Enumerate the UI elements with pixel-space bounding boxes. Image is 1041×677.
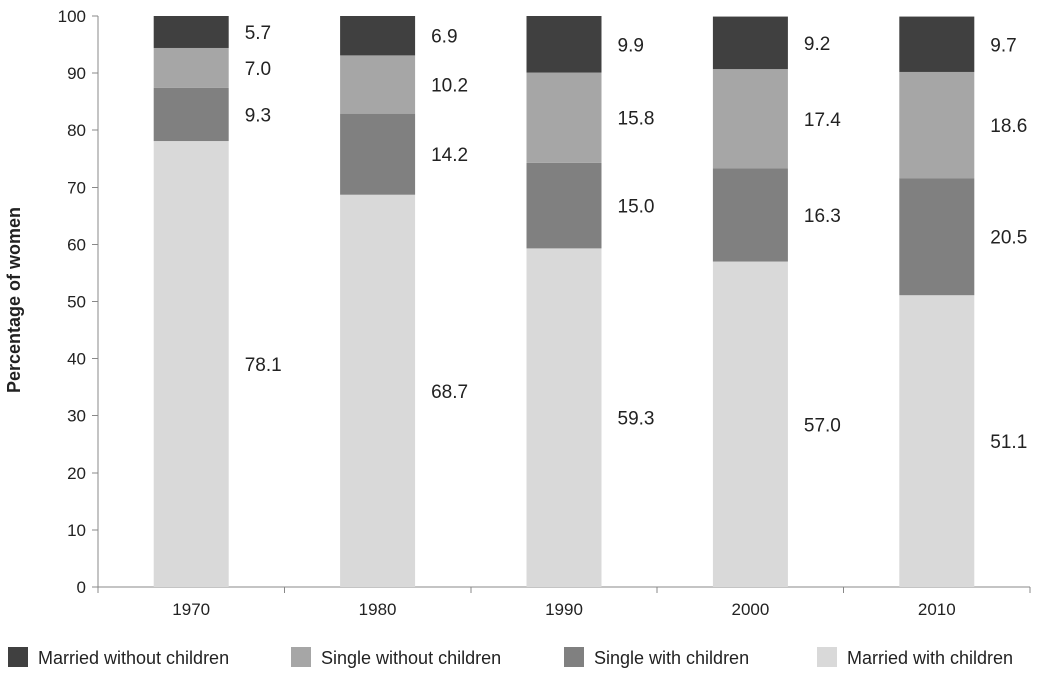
y-tick-label: 90 — [67, 64, 86, 83]
y-tick-label: 30 — [67, 407, 86, 426]
bar-segment-single-without-children — [899, 71, 975, 179]
data-label: 9.7 — [990, 35, 1016, 56]
y-tick-label: 10 — [67, 521, 86, 540]
bar-segment-married-with-children — [712, 261, 788, 587]
data-label: 10.2 — [431, 76, 468, 97]
y-axis-title: Percentage of women — [4, 207, 24, 393]
bar-segment-married-with-children — [153, 141, 229, 587]
legend-item: Single with children — [564, 647, 749, 668]
y-tick-label: 40 — [67, 350, 86, 369]
x-tick-label: 1980 — [359, 600, 397, 619]
bar-segment-married-with-children — [526, 248, 602, 587]
y-tick-label: 70 — [67, 178, 86, 197]
data-label: 51.1 — [990, 432, 1027, 453]
x-ticks: 1970 1980 1990 2000 2010 — [172, 600, 955, 619]
legend-item: Married without children — [8, 647, 229, 668]
y-axis-title-group: Percentage of women — [4, 207, 24, 393]
data-label: 6.9 — [431, 27, 457, 48]
data-label: 14.2 — [431, 145, 468, 166]
bar-segment-single-with-children — [340, 113, 416, 195]
bar-segment-married-without-children — [153, 16, 229, 48]
legend-label: Married with children — [847, 648, 1013, 668]
bar-segment-married-without-children — [899, 16, 975, 72]
legend-swatch — [817, 647, 837, 667]
bars — [153, 16, 975, 587]
legend-swatch — [291, 647, 311, 667]
data-label: 9.9 — [618, 35, 644, 56]
y-ticks: 0 10 20 30 40 50 60 70 80 90 100 — [58, 7, 1031, 597]
data-label: 17.4 — [804, 110, 841, 131]
data-label: 68.7 — [431, 382, 468, 403]
data-label: 7.0 — [245, 59, 271, 80]
x-tick-label: 2000 — [731, 600, 769, 619]
legend: Married without children Single without c… — [8, 647, 1013, 668]
x-tick-label: 1970 — [172, 600, 210, 619]
data-label: 78.1 — [245, 355, 282, 376]
legend-label: Single without children — [321, 648, 501, 668]
bar-segment-single-with-children — [526, 162, 602, 249]
y-tick-label: 100 — [58, 7, 86, 26]
data-label: 15.8 — [618, 109, 655, 130]
bar-segment-married-with-children — [340, 194, 416, 587]
data-labels: 78.1 9.3 7.0 5.7 68.7 14.2 10.2 6.9 59.3 15.0 15.8… — [245, 23, 1028, 453]
data-label: 15.0 — [618, 197, 655, 218]
data-label: 9.3 — [245, 105, 271, 126]
bar-segment-single-without-children — [712, 69, 788, 169]
bar-segment-single-with-children — [153, 87, 229, 142]
y-tick-label: 80 — [67, 121, 86, 140]
data-label: 16.3 — [804, 206, 841, 227]
y-tick-label: 60 — [67, 235, 86, 254]
data-label: 57.0 — [804, 415, 841, 436]
x-tick-label: 1990 — [545, 600, 583, 619]
bar-segment-married-without-children — [340, 16, 416, 56]
y-tick-label: 50 — [67, 293, 86, 312]
legend-item: Married with children — [817, 647, 1013, 668]
bar-segment-single-without-children — [153, 47, 229, 88]
bar-segment-single-without-children — [340, 55, 416, 114]
legend-swatch — [8, 647, 28, 667]
data-label: 5.7 — [245, 23, 271, 44]
legend-label: Married without children — [38, 648, 229, 668]
bar-segment-married-without-children — [712, 16, 788, 70]
bar-segment-single-with-children — [712, 168, 788, 262]
x-tick-label: 2010 — [918, 600, 956, 619]
bar-segment-single-without-children — [526, 72, 602, 163]
y-tick-label: 20 — [67, 464, 86, 483]
legend-label: Single with children — [594, 648, 749, 668]
data-label: 18.6 — [990, 116, 1027, 137]
legend-item: Single without children — [291, 647, 501, 668]
data-label: 59.3 — [618, 409, 655, 430]
bar-segment-married-with-children — [899, 295, 975, 587]
bar-segment-single-with-children — [899, 178, 975, 296]
bar-segment-married-without-children — [526, 16, 602, 73]
legend-swatch — [564, 647, 584, 667]
y-tick-label: 0 — [77, 578, 86, 597]
data-label: 9.2 — [804, 34, 830, 55]
data-label: 20.5 — [990, 228, 1027, 249]
